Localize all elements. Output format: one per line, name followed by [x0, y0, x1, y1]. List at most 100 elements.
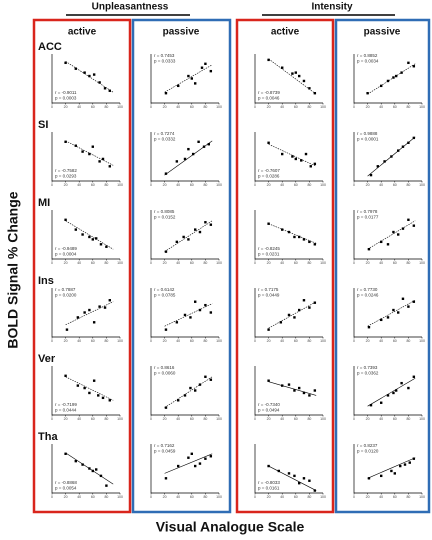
- point: [302, 299, 306, 302]
- point: [293, 389, 296, 392]
- x-tick-label: 80: [406, 105, 410, 109]
- stat-annotation: p = 0.0161: [258, 486, 280, 491]
- fit-line: [268, 143, 317, 167]
- x-tick-label: 20: [163, 339, 167, 343]
- x-tick-label: 60: [91, 339, 95, 343]
- x-tick-label: 60: [393, 339, 397, 343]
- point: [277, 469, 280, 473]
- point: [83, 311, 86, 314]
- x-tick-label: 0: [254, 495, 256, 499]
- x-tick-label: 80: [203, 261, 207, 265]
- x-tick-label: 40: [379, 261, 383, 265]
- x-tick-label: 20: [366, 339, 370, 343]
- point: [298, 482, 301, 485]
- point: [369, 404, 373, 407]
- x-tick-label: 0: [51, 183, 53, 187]
- point: [88, 152, 91, 156]
- x-tick-label: 0: [51, 495, 53, 499]
- x-tick-label: 100: [117, 183, 123, 187]
- point: [302, 79, 306, 83]
- stat-annotation: p = 0.0231: [258, 252, 280, 257]
- red-box: [235, 18, 335, 514]
- x-tick-label: 40: [77, 417, 81, 421]
- group-title: Intensity: [311, 2, 353, 13]
- x-tick-label: 20: [366, 495, 370, 499]
- x-tick-label: 80: [406, 339, 410, 343]
- x-tick-label: 60: [190, 495, 194, 499]
- x-tick-label: 40: [379, 105, 383, 109]
- x-tick-label: 0: [150, 105, 152, 109]
- x-tick-label: 60: [190, 183, 194, 187]
- stat-annotation: p = 0.0459: [154, 449, 176, 454]
- x-tick-label: 100: [216, 417, 222, 421]
- point: [302, 477, 306, 480]
- panel-title: active: [271, 27, 300, 38]
- point: [267, 464, 270, 468]
- x-tick-label: 100: [117, 105, 123, 109]
- fit-line: [164, 303, 213, 327]
- point: [91, 238, 94, 241]
- point: [376, 165, 379, 168]
- x-tick-label: 20: [64, 417, 68, 421]
- point: [198, 308, 202, 312]
- point: [308, 306, 311, 309]
- stat-annotation: r = 0.6142: [154, 287, 175, 292]
- point: [401, 145, 405, 148]
- x-tick-label: 80: [203, 495, 207, 499]
- point: [380, 401, 383, 404]
- point: [194, 228, 197, 231]
- x-tick-label: 40: [280, 105, 284, 109]
- stat-annotation: p = 0.0060: [154, 371, 176, 376]
- x-tick-label: 20: [64, 105, 68, 109]
- point: [392, 76, 395, 79]
- x-tick-label: 0: [51, 105, 53, 109]
- stat-annotation: p = 0.0293: [55, 174, 77, 179]
- x-tick-label: 80: [406, 183, 410, 187]
- point: [392, 391, 395, 395]
- point: [197, 140, 200, 143]
- point: [313, 389, 317, 392]
- point: [386, 243, 390, 246]
- x-tick-label: 0: [353, 495, 355, 499]
- x-tick-label: 0: [254, 105, 256, 109]
- point: [187, 147, 190, 151]
- x-tick-label: 20: [267, 261, 271, 265]
- stat-annotation: p = 0.0246: [357, 293, 379, 298]
- point: [198, 462, 202, 465]
- fit-line: [268, 381, 317, 396]
- x-tick-label: 40: [176, 261, 180, 265]
- point: [191, 152, 195, 156]
- point: [189, 316, 192, 319]
- point: [74, 228, 77, 231]
- x-tick-label: 60: [91, 261, 95, 265]
- x-tick-label: 100: [320, 417, 326, 421]
- x-tick-label: 80: [307, 261, 311, 265]
- fit-line: [164, 453, 213, 474]
- x-tick-label: 60: [91, 495, 95, 499]
- stat-annotation: r = 0.7887: [55, 287, 76, 292]
- point: [294, 157, 297, 161]
- stat-annotation: r = 0.7730: [357, 287, 378, 292]
- panel-title: active: [68, 27, 97, 38]
- point: [204, 303, 207, 307]
- stat-annotation: r = 0.8852: [357, 53, 378, 58]
- x-tick-label: 100: [216, 339, 222, 343]
- x-tick-label: 60: [294, 339, 298, 343]
- x-tick-label: 60: [190, 261, 194, 265]
- stat-annotation: p = 0.0286: [258, 174, 280, 179]
- stat-annotation: p = 0.0177: [357, 215, 379, 220]
- point: [287, 472, 291, 475]
- x-tick-label: 80: [104, 183, 108, 187]
- point: [408, 461, 411, 464]
- stat-annotation: r = -0.7199: [55, 402, 77, 407]
- x-tick-label: 40: [280, 183, 284, 187]
- x-tick-label: 40: [77, 261, 81, 265]
- x-tick-label: 0: [254, 417, 256, 421]
- point: [412, 457, 416, 460]
- point: [401, 227, 405, 230]
- point: [386, 79, 390, 83]
- point: [175, 321, 179, 324]
- stat-annotation: r = -0.9011: [55, 90, 77, 95]
- point: [394, 74, 398, 78]
- point: [412, 375, 416, 378]
